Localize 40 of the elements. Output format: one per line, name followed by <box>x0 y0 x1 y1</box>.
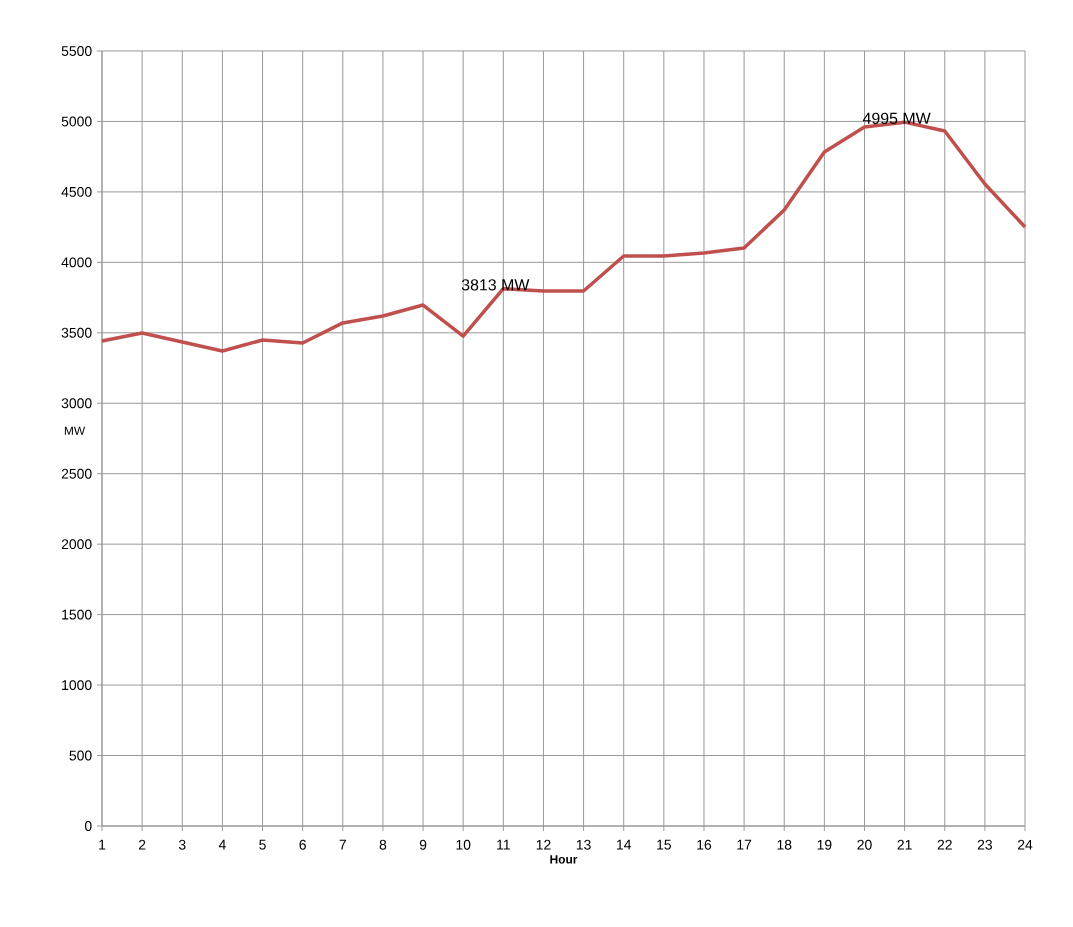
x-tick-label: 16 <box>697 839 712 850</box>
y-tick-label: 5000 <box>61 116 92 127</box>
y-tick-label: 1000 <box>62 680 92 691</box>
x-tick-label: 12 <box>536 839 551 850</box>
x-tick-label: 19 <box>817 839 832 850</box>
x-tick-label: 11 <box>497 839 510 850</box>
y-tick-label: 2500 <box>61 468 92 479</box>
y-tick-label: 4500 <box>61 186 92 197</box>
x-tick-label: 2 <box>138 839 146 850</box>
x-tick-label: 24 <box>1017 839 1033 850</box>
x-axis-title: Hour <box>550 855 578 864</box>
x-tick-label: 23 <box>977 839 993 850</box>
x-tick-label: 7 <box>339 839 346 850</box>
annotation: 3813 MW <box>461 279 530 291</box>
x-tick-label: 6 <box>299 839 306 850</box>
x-tick-label: 1 <box>99 839 106 850</box>
y-axis-title: MW <box>64 426 86 435</box>
x-tick-label: 21 <box>897 839 912 850</box>
y-tick-label: 0 <box>84 821 92 831</box>
y-tick-label: 3500 <box>61 327 92 338</box>
x-tick-label: 8 <box>379 839 387 850</box>
x-tick-label: 9 <box>419 839 427 850</box>
y-tick-label: 2000 <box>61 539 92 550</box>
x-tick-label: 13 <box>576 839 591 850</box>
x-tick-label: 5 <box>259 839 266 850</box>
y-tick-label: 1500 <box>62 609 92 620</box>
x-tick-label: 3 <box>178 839 186 850</box>
x-tick-label: 17 <box>737 839 752 850</box>
y-tick-label: 5500 <box>61 46 92 56</box>
y-tick-label: 4000 <box>61 257 92 268</box>
x-tick-label: 20 <box>857 839 872 850</box>
x-tick-label: 14 <box>617 839 632 850</box>
y-tick-label: 500 <box>69 750 92 761</box>
x-tick-label: 18 <box>777 839 792 850</box>
x-tick-label: 4 <box>218 839 226 850</box>
x-tick-label: 22 <box>937 839 952 850</box>
y-tick-label: 3000 <box>61 398 92 409</box>
annotation: 4995 MW <box>862 112 931 124</box>
x-tick-label: 15 <box>657 839 672 850</box>
x-tick-label: 10 <box>456 839 471 850</box>
